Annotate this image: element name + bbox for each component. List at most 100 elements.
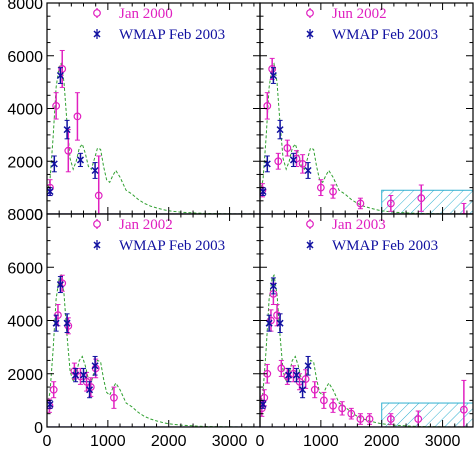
data-point <box>329 184 337 199</box>
legend: Jan 2003 WMAP Feb 2003 <box>306 217 438 254</box>
legend: Jan 2000 WMAP Feb 2003 <box>93 6 225 43</box>
x-tick-label: 0 <box>43 433 52 449</box>
data-point <box>260 399 267 409</box>
ticks <box>259 213 473 428</box>
x-marker <box>50 160 58 168</box>
model-curve <box>47 273 254 427</box>
x-tick-label: 3000 <box>212 433 248 449</box>
legend-marker <box>306 241 314 249</box>
data-point <box>64 129 73 173</box>
circle-marker <box>73 112 82 121</box>
y-tick-label: 4000 <box>7 314 43 331</box>
data-point <box>260 187 267 197</box>
circle-marker <box>110 393 118 402</box>
y-tick-label: 2000 <box>7 154 43 171</box>
x-marker <box>79 371 88 379</box>
legend: Jun 2002 WMAP Feb 2003 <box>306 6 438 43</box>
data-point <box>304 162 312 179</box>
x-marker <box>304 166 312 175</box>
model-curve <box>260 273 467 427</box>
x-marker <box>260 188 267 196</box>
legend-label: Jan 2003 <box>332 217 386 233</box>
circle-marker <box>298 159 307 168</box>
circle-marker <box>329 401 337 410</box>
x-marker <box>299 386 307 394</box>
legend-marker <box>306 220 314 228</box>
legend-label: WMAP Feb 2003 <box>119 27 225 43</box>
data-point <box>269 277 277 295</box>
circle-marker <box>338 404 347 413</box>
circle-marker <box>267 316 275 325</box>
legend-marker <box>93 9 101 17</box>
data-point <box>356 413 365 425</box>
model-curve <box>260 62 467 214</box>
legend-label: WMAP Feb 2003 <box>332 27 438 43</box>
y-tick-label: 8000 <box>7 207 43 224</box>
legend-label: Jan 2002 <box>119 217 173 233</box>
x-marker <box>292 371 301 379</box>
hatched-region <box>381 189 473 214</box>
data-point <box>263 92 272 120</box>
hatched-region <box>381 402 473 427</box>
x-tick-label: 0 <box>256 433 265 449</box>
x-tick-label: 1000 <box>90 433 126 449</box>
legend-label: WMAP Feb 2003 <box>119 238 225 254</box>
data-point <box>276 313 284 333</box>
x-marker <box>304 362 312 370</box>
plot-area <box>260 273 473 427</box>
data-point <box>304 355 312 376</box>
data-point <box>91 355 99 376</box>
circle-marker <box>320 396 328 405</box>
circle-marker <box>49 385 58 394</box>
circle-marker <box>268 65 277 73</box>
data-point <box>50 155 58 173</box>
x-tick-label: 3000 <box>425 433 461 449</box>
circle-marker <box>64 146 73 155</box>
y-tick-label: 2000 <box>7 367 43 384</box>
circle-marker <box>460 212 467 214</box>
data-point <box>386 413 395 425</box>
x-marker <box>289 156 298 164</box>
data-point <box>347 407 356 420</box>
data-point <box>338 401 347 416</box>
data-point <box>265 314 273 332</box>
x-marker <box>276 319 284 327</box>
legend-marker <box>93 220 101 228</box>
x-marker <box>260 400 267 408</box>
panel-top-right: Jun 2002 WMAP Feb 2003 <box>259 2 474 215</box>
circle-marker <box>329 187 337 196</box>
circle-marker <box>316 183 325 192</box>
data-point <box>460 202 467 214</box>
panel-bottom-right: Jan 2003 WMAP Feb 2003 <box>259 213 474 428</box>
x-marker <box>269 282 277 290</box>
x-marker <box>63 126 71 134</box>
series-wmap-feb-2003 <box>260 277 312 409</box>
circle-marker <box>263 101 272 110</box>
data-point <box>86 377 95 397</box>
data-point <box>56 276 64 294</box>
series-wmap-feb-2003 <box>260 67 312 197</box>
data-point <box>56 67 64 84</box>
x-marker <box>47 400 54 408</box>
data-point <box>86 381 94 399</box>
x-marker <box>47 188 54 196</box>
legend: Jan 2002 WMAP Feb 2003 <box>93 217 225 254</box>
legend-label: Jan 2000 <box>119 6 173 22</box>
legend-marker <box>306 30 314 38</box>
y-tick-label: 4000 <box>7 102 43 119</box>
data-point <box>52 92 61 120</box>
data-point <box>386 195 395 212</box>
circle-marker <box>277 364 286 373</box>
data-point <box>356 197 365 210</box>
legend-label: WMAP Feb 2003 <box>332 238 438 254</box>
x-tick-label: 2000 <box>364 433 400 449</box>
x-tick-label: 1000 <box>303 433 339 449</box>
y-tick-label: 8000 <box>7 0 43 13</box>
circle-marker <box>310 385 319 394</box>
plot-area <box>47 273 260 427</box>
circle-marker <box>414 415 423 423</box>
data-point <box>298 154 307 174</box>
data-point <box>72 367 80 383</box>
circle-marker <box>260 393 269 402</box>
